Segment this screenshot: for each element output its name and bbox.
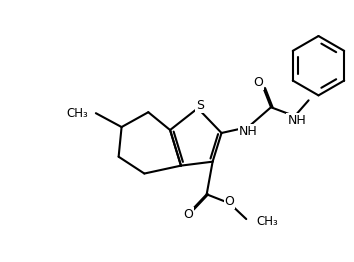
Text: CH₃: CH₃ xyxy=(66,107,88,120)
Text: O: O xyxy=(224,195,234,208)
Text: O: O xyxy=(253,76,263,89)
Text: O: O xyxy=(183,208,193,221)
Text: NH: NH xyxy=(239,124,258,138)
Text: CH₃: CH₃ xyxy=(256,215,278,227)
Text: S: S xyxy=(196,99,204,112)
Text: NH: NH xyxy=(287,114,306,127)
